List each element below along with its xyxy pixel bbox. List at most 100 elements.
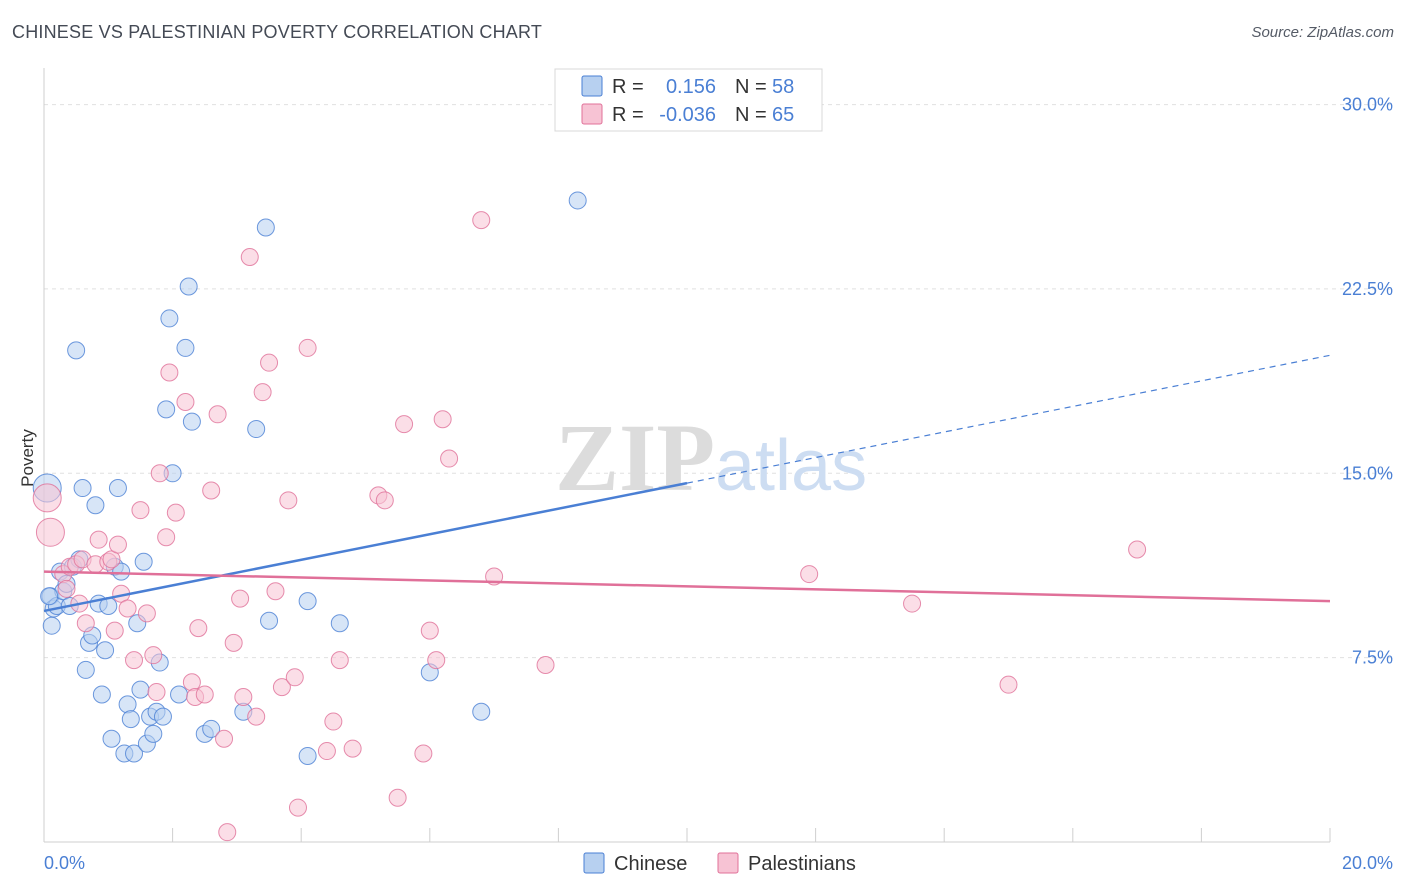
palestinian-point — [208, 405, 227, 424]
palestinian-point — [324, 712, 343, 731]
palestinian-point — [375, 491, 394, 510]
palestinian-point — [108, 535, 127, 554]
y-tick-label: 22.5% — [1342, 279, 1393, 299]
chinese-point — [67, 341, 86, 360]
palestinian-point — [388, 788, 407, 807]
chinese-point — [121, 710, 140, 729]
palestinian-point — [272, 678, 291, 697]
palestinian-point — [76, 614, 95, 633]
palestinian-point — [195, 685, 214, 704]
palestinian-point — [231, 589, 250, 608]
chinese-legend-swatch — [581, 75, 603, 97]
chinese-point — [202, 719, 221, 738]
chinese-point — [182, 412, 201, 431]
palestinian-point — [288, 798, 307, 817]
bottom-legend: Chinese Palestinians — [583, 852, 856, 875]
legend-n-value: 58 — [772, 76, 794, 98]
palestinian-point — [32, 483, 62, 513]
palestinian-point — [105, 621, 124, 640]
palestinian-point — [414, 744, 433, 763]
legend-r-value: 0.156 — [666, 76, 716, 98]
chinese-point — [102, 729, 121, 748]
palestinian-point — [157, 528, 176, 547]
watermark-zip: ZIP — [555, 404, 715, 511]
palestinian-point — [285, 668, 304, 687]
chinese-point — [170, 685, 189, 704]
chinese-trend-line — [43, 481, 688, 613]
chinese-point — [176, 338, 195, 357]
chinese-point — [40, 587, 59, 606]
chinese-point — [76, 660, 95, 679]
palestinian-point — [472, 211, 491, 230]
chinese-point — [260, 611, 279, 630]
chinese-point — [42, 616, 61, 635]
chinese-point — [298, 746, 317, 765]
palestinian-point — [150, 464, 169, 483]
palestinian-point — [215, 729, 234, 748]
chinese-point — [179, 277, 198, 296]
chinese-point — [247, 420, 266, 439]
legend-r-label: R = — [612, 76, 644, 98]
palestinian-point — [317, 742, 336, 761]
palestinian-point — [266, 582, 285, 601]
chinese-bottom-swatch — [583, 852, 605, 874]
palestinian-trend-line — [43, 570, 1331, 603]
palestinian-point — [260, 353, 279, 372]
chinese-point — [134, 552, 153, 571]
palestinian-point — [800, 565, 819, 584]
chinese-point — [256, 218, 275, 237]
chinese-trend-extension — [686, 354, 1331, 484]
palestinian-point — [420, 621, 439, 640]
palestinian-point — [440, 449, 459, 468]
chinese-point — [160, 309, 179, 328]
data-points — [32, 191, 1147, 842]
palestinian-point — [35, 517, 65, 547]
palestinian-legend-swatch — [581, 103, 603, 125]
palestinian-point — [234, 687, 253, 706]
chinese-point — [472, 702, 491, 721]
y-tick-label: 15.0% — [1342, 463, 1393, 483]
palestinian-point — [395, 415, 414, 434]
chinese-point — [131, 680, 150, 699]
palestinian-point — [1128, 540, 1147, 559]
chinese-point — [118, 695, 137, 714]
chinese-point — [112, 562, 131, 581]
grid-lines: 7.5% 15.0% 22.5% 30.0% — [44, 95, 1393, 668]
chinese-point — [330, 614, 349, 633]
chart-title: CHINESE VS PALESTINIAN POVERTY CORRELATI… — [12, 22, 543, 42]
trend-lines — [43, 354, 1331, 613]
palestinian-bottom-swatch — [717, 852, 739, 874]
palestinian-point — [903, 594, 922, 613]
palestinian-point — [253, 383, 272, 402]
palestinian-point — [433, 410, 452, 429]
palestinian-point — [218, 823, 237, 842]
palestinian-point — [999, 675, 1018, 694]
palestinian-point — [131, 501, 150, 520]
chinese-point — [153, 707, 172, 726]
palestinian-point — [298, 338, 317, 357]
chinese-point — [125, 744, 144, 763]
palestinian-point — [57, 579, 76, 598]
axes: 0.0% 20.0% — [43, 68, 1393, 873]
chinese-point — [73, 479, 92, 498]
y-tick-label: 7.5% — [1352, 648, 1393, 668]
palestinian-point — [137, 604, 156, 623]
palestinian-point — [247, 707, 266, 726]
chinese-point — [568, 191, 587, 210]
palestinian-point — [330, 651, 349, 670]
chinese-point — [157, 400, 176, 419]
y-tick-label: 30.0% — [1342, 95, 1393, 115]
chinese-point — [298, 592, 317, 611]
chinese-point — [86, 496, 105, 515]
palestinian-point — [240, 247, 259, 266]
legend-n-label: N = — [735, 104, 767, 126]
palestinian-point — [427, 651, 446, 670]
legend-r-label: R = — [612, 104, 644, 126]
chinese-point — [108, 479, 127, 498]
chinese-point — [92, 685, 111, 704]
chinese-point — [144, 724, 163, 743]
x-tick-label-max: 20.0% — [1342, 853, 1393, 873]
chinese-bottom-label: Chinese — [614, 853, 687, 875]
legend-n-value: 65 — [772, 104, 794, 126]
